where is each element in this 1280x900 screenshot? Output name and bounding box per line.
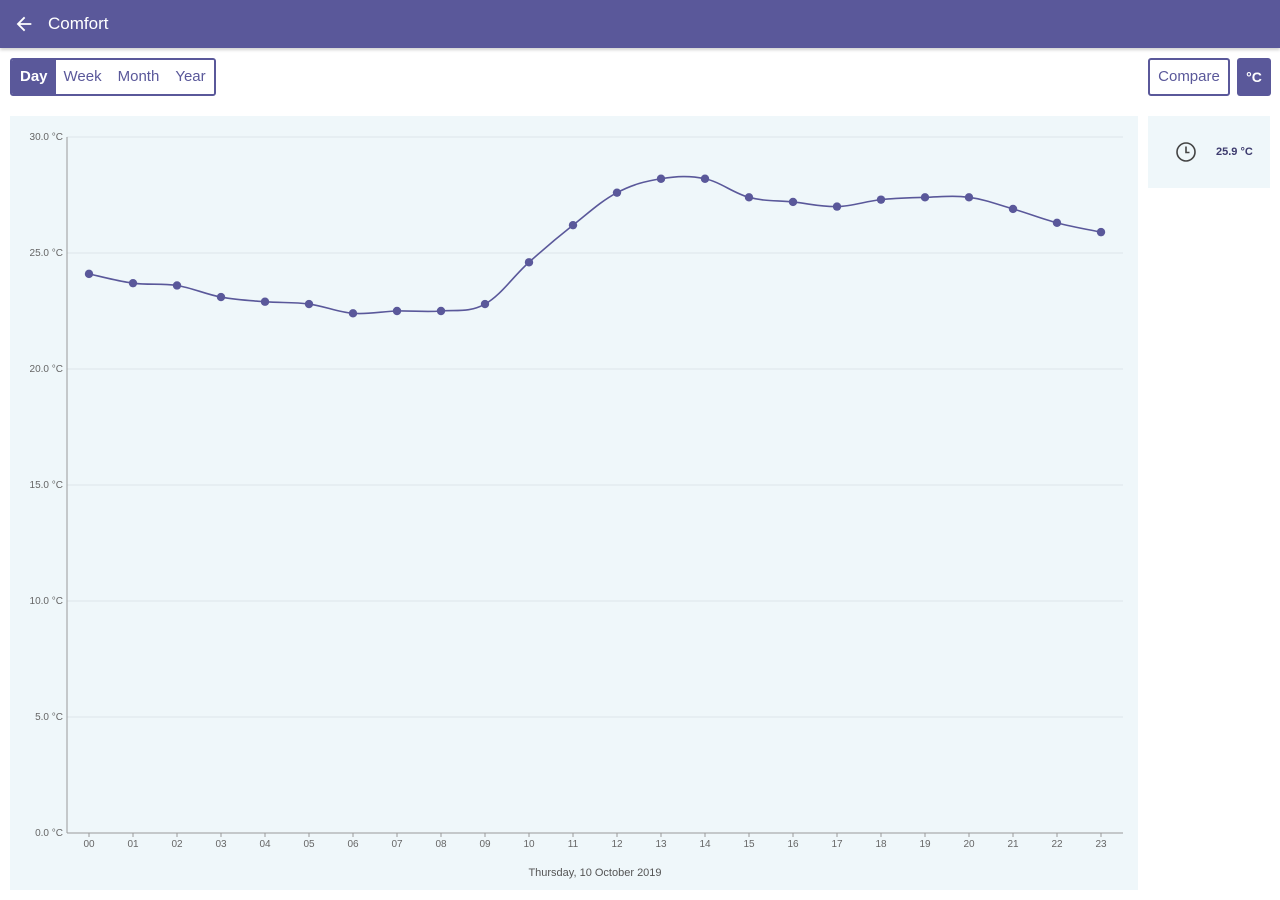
page-title: Comfort — [48, 14, 109, 33]
data-point — [656, 174, 666, 183]
data-point — [920, 193, 930, 202]
x-tick-label: 09 — [479, 839, 491, 850]
data-point — [216, 292, 226, 302]
data-point — [1052, 218, 1062, 228]
data-point — [1096, 227, 1106, 237]
clock-icon — [1176, 142, 1196, 162]
y-tick-label: 20.0 °C — [30, 364, 63, 375]
data-point — [84, 269, 94, 279]
data-point — [832, 202, 842, 211]
y-tick-label: 25.0 °C — [30, 248, 63, 259]
data-point — [1008, 204, 1018, 214]
range-segmented-control: Day Week Month Year — [10, 58, 216, 96]
x-tick-label: 02 — [171, 839, 183, 850]
tab-day[interactable]: Day — [12, 60, 56, 94]
unit-toggle-button[interactable]: °C — [1237, 58, 1271, 96]
data-point — [612, 188, 622, 197]
data-point — [964, 193, 974, 202]
x-tick-label: 10 — [523, 839, 535, 850]
x-tick-label: 11 — [568, 839, 579, 850]
arrow-left-icon — [16, 16, 32, 32]
x-tick-label: 14 — [699, 839, 711, 850]
current-value-card: 25.9 °C — [1148, 116, 1270, 188]
x-tick-label: 16 — [787, 839, 799, 850]
x-tick-label: 21 — [1007, 839, 1019, 850]
tab-month[interactable]: Month — [109, 60, 168, 94]
x-tick-label: 22 — [1051, 839, 1063, 850]
data-point — [480, 299, 490, 309]
data-point — [260, 297, 270, 306]
x-axis-title: Thursday, 10 October 2019 — [528, 867, 661, 879]
temperature-line-chart: 0.0 °C 5.0 °C 10.0 °C 15.0 °C 20.0 °C 25.0 °C… — [30, 132, 1123, 879]
series-line — [88, 175, 1102, 315]
x-tick-label: 20 — [963, 839, 975, 850]
data-point — [392, 306, 402, 316]
data-point — [172, 281, 182, 290]
data-point — [876, 195, 886, 204]
y-tick-label: 15.0 °C — [30, 480, 63, 491]
x-tick-label: 04 — [259, 839, 271, 850]
chart-panel: 0.0 °C 5.0 °C 10.0 °C 15.0 °C 20.0 °C 25.0 °C… — [10, 116, 1138, 890]
x-tick-label: 19 — [919, 839, 931, 850]
x-tick-label: 07 — [391, 839, 403, 850]
x-tick-label: 08 — [435, 839, 447, 850]
data-point — [568, 220, 578, 230]
data-point — [436, 306, 446, 316]
x-tick-label: 03 — [215, 839, 227, 850]
y-tick-label: 30.0 °C — [30, 132, 63, 143]
data-point — [744, 193, 754, 202]
x-tick-label: 01 — [127, 839, 139, 850]
x-tick-label: 13 — [655, 839, 667, 850]
tab-year[interactable]: Year — [167, 60, 214, 94]
back-button[interactable] — [0, 0, 48, 48]
tab-week[interactable]: Week — [55, 60, 110, 94]
x-tick-label: 12 — [611, 839, 623, 850]
y-tick-label: 10.0 °C — [30, 596, 63, 607]
x-tick-label: 06 — [347, 839, 359, 850]
data-point — [128, 278, 138, 288]
y-tick-label: 0.0 °C — [35, 828, 63, 839]
x-tick-label: 05 — [303, 839, 315, 850]
data-point — [788, 197, 798, 207]
data-point — [524, 258, 534, 267]
x-tick-label: 15 — [743, 839, 755, 850]
data-point — [700, 174, 710, 183]
current-temperature-value: 25.9 °C — [1216, 146, 1253, 158]
data-point — [348, 309, 358, 318]
data-point — [304, 299, 314, 309]
compare-button[interactable]: Compare — [1148, 58, 1230, 96]
app-bar: Comfort — [0, 0, 1280, 48]
x-tick-label: 17 — [831, 839, 843, 850]
x-tick-label: 00 — [83, 839, 95, 850]
x-tick-label: 23 — [1095, 839, 1107, 850]
y-tick-label: 5.0 °C — [35, 712, 63, 723]
x-tick-label: 18 — [875, 839, 887, 850]
